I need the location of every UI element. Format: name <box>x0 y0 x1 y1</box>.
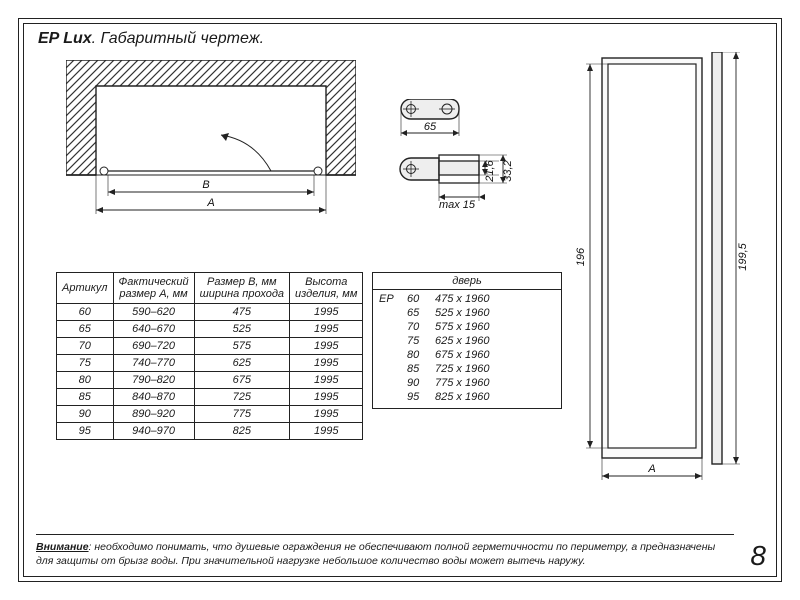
table-cell: 675 <box>194 372 289 389</box>
outer-frame: EP Lux. Габаритный чертеж. <box>18 18 782 582</box>
plan-view: B A <box>66 60 356 225</box>
door-size: 475 х 1960 <box>435 293 553 305</box>
title-bold: EP Lux <box>38 30 92 47</box>
table-row: 90890–9207751995 <box>57 406 363 423</box>
table-cell: 1995 <box>290 423 363 440</box>
table-cell: 740–770 <box>113 355 194 372</box>
table-cell: 890–920 <box>113 406 194 423</box>
spec-table: АртикулФактический размер А, ммРазмер В,… <box>56 272 363 440</box>
table-row: 85840–8707251995 <box>57 389 363 406</box>
dim-a-text: A <box>206 197 214 209</box>
elevation-view: 196 199,5 A <box>572 52 762 497</box>
dim-b-text: B <box>202 179 209 191</box>
elev-h-inner: 196 <box>575 247 587 266</box>
footer-text: : необходимо понимать, что душевые ограж… <box>36 541 715 567</box>
table-cell: 85 <box>57 389 114 406</box>
door-art: 95 <box>407 391 435 403</box>
table-cell: 90 <box>57 406 114 423</box>
door-art: 65 <box>407 307 435 319</box>
detail2-h1: 21,6 <box>484 159 496 182</box>
door-art: 75 <box>407 335 435 347</box>
table-cell: 690–720 <box>113 338 194 355</box>
profile-details: 65 21,6 33 <box>389 99 519 249</box>
table-cell: 1995 <box>290 389 363 406</box>
elev-h-outer: 199,5 <box>737 242 749 270</box>
table-cell: 525 <box>194 321 289 338</box>
footer-note: Внимание: необходимо понимать, что душев… <box>36 534 734 568</box>
door-size: 675 х 1960 <box>435 349 553 361</box>
spec-header: Высотаизделия, мм <box>290 273 363 304</box>
door-art: 70 <box>407 321 435 333</box>
table-cell: 775 <box>194 406 289 423</box>
table-row: 95940–9708251995 <box>57 423 363 440</box>
table-cell: 725 <box>194 389 289 406</box>
table-row: 70690–7205751995 <box>57 338 363 355</box>
detail2-max: max 15 <box>439 199 476 211</box>
table-row: 80790–8206751995 <box>57 372 363 389</box>
door-title: дверь <box>373 273 561 290</box>
table-cell: 70 <box>57 338 114 355</box>
table-cell: 640–670 <box>113 321 194 338</box>
table-cell: 75 <box>57 355 114 372</box>
table-cell: 95 <box>57 423 114 440</box>
table-cell: 1995 <box>290 304 363 321</box>
table-cell: 1995 <box>290 372 363 389</box>
door-art: 80 <box>407 349 435 361</box>
table-cell: 1995 <box>290 406 363 423</box>
table-cell: 60 <box>57 304 114 321</box>
table-row: 60590–6204751995 <box>57 304 363 321</box>
door-size: 725 х 1960 <box>435 363 553 375</box>
table-cell: 625 <box>194 355 289 372</box>
spec-header: Артикул <box>57 273 114 304</box>
table-cell: 1995 <box>290 338 363 355</box>
drawing-title: EP Lux. Габаритный чертеж. <box>38 30 264 48</box>
detail1-dim: 65 <box>424 121 437 133</box>
detail2-h2: 33,2 <box>502 160 514 181</box>
table-cell: 1995 <box>290 355 363 372</box>
footer-lead: Внимание <box>36 541 89 553</box>
table-row: 75740–7706251995 <box>57 355 363 372</box>
door-size: 525 х 1960 <box>435 307 553 319</box>
table-cell: 840–870 <box>113 389 194 406</box>
door-art: 85 <box>407 363 435 375</box>
elev-w-label: A <box>647 463 655 475</box>
table-cell: 475 <box>194 304 289 321</box>
page-number: 8 <box>750 540 766 572</box>
door-prefix: EP <box>379 293 407 305</box>
table-cell: 825 <box>194 423 289 440</box>
table-cell: 590–620 <box>113 304 194 321</box>
spec-header: Фактический размер А, мм <box>113 273 194 304</box>
table-cell: 1995 <box>290 321 363 338</box>
table-cell: 790–820 <box>113 372 194 389</box>
table-cell: 575 <box>194 338 289 355</box>
door-art: 60 <box>407 293 435 305</box>
door-size: 825 х 1960 <box>435 391 553 403</box>
title-rest: . Габаритный чертеж. <box>92 30 264 47</box>
door-art: 90 <box>407 377 435 389</box>
inner-frame: EP Lux. Габаритный чертеж. <box>23 23 777 577</box>
table-cell: 80 <box>57 372 114 389</box>
spec-header: Размер В, ммширина прохода <box>194 273 289 304</box>
table-cell: 65 <box>57 321 114 338</box>
table-cell: 940–970 <box>113 423 194 440</box>
door-table: дверь EP60475 х 196065525 х 196070575 х … <box>372 272 562 409</box>
door-size: 575 х 1960 <box>435 321 553 333</box>
table-row: 65640–6705251995 <box>57 321 363 338</box>
door-size: 625 х 1960 <box>435 335 553 347</box>
door-size: 775 х 1960 <box>435 377 553 389</box>
